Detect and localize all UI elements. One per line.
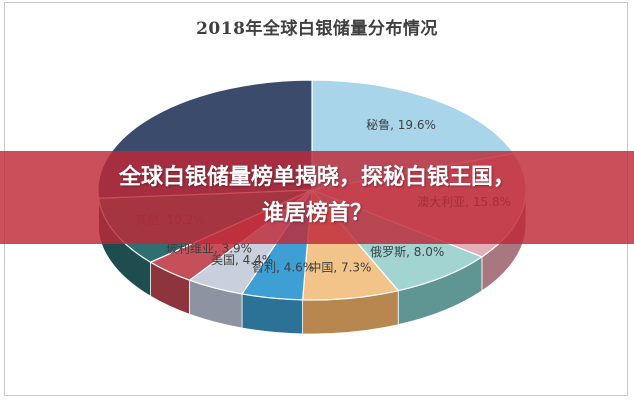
slice-label-6: 玻利维亚, 3.9% xyxy=(166,241,252,255)
slice-label-3: 中国, 7.3% xyxy=(309,259,371,274)
headline-line-2: 谁居榜首？ xyxy=(261,201,372,226)
headline-banner xyxy=(0,151,634,244)
slice-label-0: 秘鲁, 19.6% xyxy=(366,118,436,132)
pie-side-walls xyxy=(97,189,527,335)
slice-label-2: 俄罗斯, 8.0% xyxy=(370,245,444,259)
headline: 全球白银储量榜单揭晓，探秘白银王国， 谁居榜首？ xyxy=(0,160,634,232)
slice-label-5: 美国, 4.4% xyxy=(211,253,273,267)
chart-title: 2018年全球白银储量分布情况 xyxy=(196,19,438,39)
headline-line-1: 全球白银储量榜单揭晓，探秘白银王国， xyxy=(118,165,515,190)
slice-label-4: 智利, 4.6% xyxy=(252,259,314,274)
